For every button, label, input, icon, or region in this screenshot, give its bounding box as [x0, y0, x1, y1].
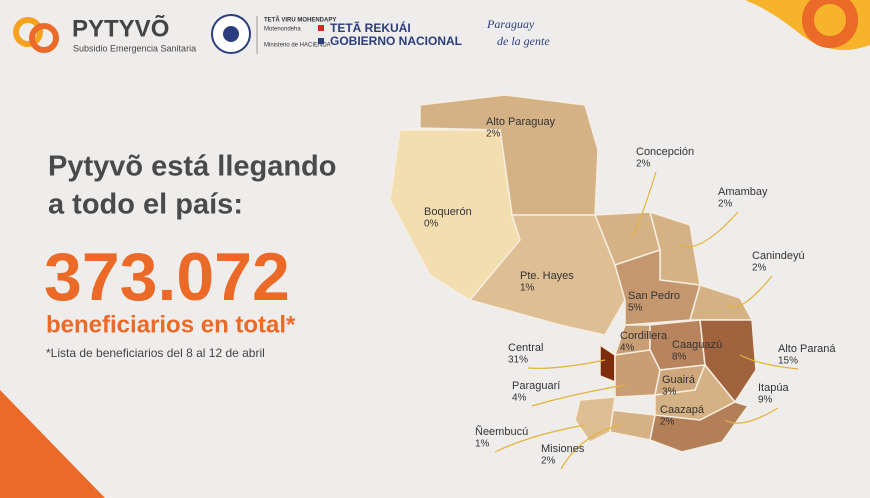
region-share: 2% — [718, 199, 733, 210]
region-share: 8% — [672, 352, 687, 363]
region-share: 2% — [752, 263, 767, 274]
ministry-top: TETÃ VIRU MOHENDAPY — [264, 17, 336, 24]
region-name: Caaguazú — [672, 339, 722, 351]
gov-bottom: GOBIERNO NACIONAL — [330, 34, 462, 48]
brand: PYTYVÕ — [72, 14, 169, 42]
gov-top: TETÃ REKUÁI — [330, 20, 411, 35]
region-share: 1% — [520, 283, 535, 294]
region-name: Canindeyú — [752, 250, 805, 262]
region-share: 3% — [662, 387, 677, 398]
region-share: 2% — [660, 417, 675, 428]
leader-line — [739, 354, 799, 370]
region-share: 2% — [541, 456, 556, 467]
ministry-name: Ministerio de HACIENDA — [264, 43, 331, 49]
region-name: Boquerón — [424, 206, 472, 218]
region-share: 0% — [424, 219, 439, 230]
leader-line — [724, 407, 779, 424]
footnote: *Lista de beneficiarios del 8 al 12 de a… — [46, 346, 265, 360]
leader-line — [531, 384, 626, 407]
region-share: 5% — [628, 303, 643, 314]
region-name: Misiones — [541, 443, 585, 455]
leader-line — [560, 424, 621, 470]
region-name: Itapúa — [758, 382, 789, 394]
region — [699, 319, 757, 404]
region-name: Alto Paraná — [778, 343, 836, 355]
headline: a todo el país: — [48, 189, 243, 221]
flag-mark — [318, 38, 324, 44]
region-share: 15% — [778, 356, 798, 367]
region-name: Amambay — [718, 186, 768, 198]
region-name: Central — [508, 342, 543, 354]
flag-mark — [318, 25, 324, 31]
region-name: Paraguarí — [512, 380, 560, 392]
leader-line — [527, 359, 606, 369]
region-share: 4% — [620, 343, 635, 354]
region-name: Guairá — [662, 374, 696, 386]
region-name: Caazapá — [660, 404, 705, 416]
brand-subtitle: Subsidio Emergencia Sanitaria — [73, 43, 196, 53]
region-name: Concepción — [636, 146, 694, 158]
corner-decoration — [0, 390, 105, 498]
region — [649, 401, 750, 453]
leader-line — [494, 424, 586, 453]
region-name: San Pedro — [628, 290, 680, 302]
slogan: de la gente — [497, 34, 550, 48]
region — [574, 396, 616, 443]
slogan: Paraguay — [486, 17, 535, 31]
region-share: 4% — [512, 393, 527, 404]
total: 373.072 — [44, 239, 290, 315]
leader-line — [679, 211, 739, 248]
leader-line — [727, 275, 773, 308]
leader-line — [629, 171, 657, 237]
region-share: 1% — [475, 439, 490, 450]
region-share: 2% — [636, 159, 651, 170]
region-share: 9% — [758, 395, 773, 406]
region-name: Cordillera — [620, 330, 668, 342]
region-name: Alto Paraguay — [486, 116, 556, 128]
region-share: 2% — [486, 129, 501, 140]
region — [614, 349, 661, 398]
seal — [223, 26, 239, 42]
region-share: 31% — [508, 355, 528, 366]
total-caption: beneficiarios en total* — [46, 311, 296, 338]
brand-logo — [13, 17, 59, 53]
region-name: Pte. Hayes — [520, 270, 574, 282]
ministry-sub: Motenondeha — [264, 27, 301, 33]
headline: Pytyvõ está llegando — [48, 151, 337, 183]
region-name: Ñeembucú — [475, 425, 528, 438]
corner-decoration — [802, 0, 858, 48]
